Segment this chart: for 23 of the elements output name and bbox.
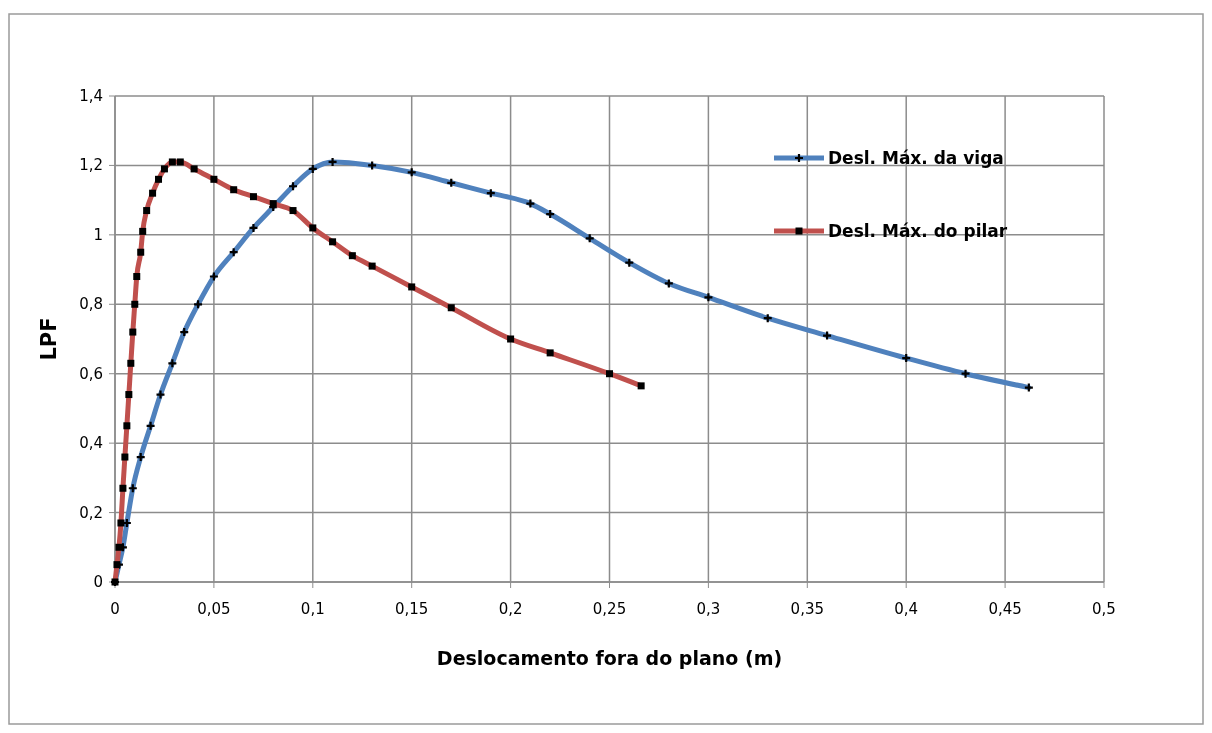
x-tick-label: 0,1 — [300, 600, 325, 618]
y-tick-label: 0 — [93, 573, 103, 591]
y-tick-label: 1,2 — [79, 156, 103, 175]
x-tick-label: 0,4 — [894, 600, 919, 618]
x-axis-title: Deslocamento fora do plano (m) — [436, 647, 783, 669]
x-tick-label: 0,45 — [988, 600, 1022, 618]
y-tick-label: 1 — [93, 225, 103, 244]
legend-label: Desl. Máx. da viga — [828, 148, 1004, 168]
y-tick-label: 0,4 — [79, 434, 103, 453]
x-tick-label: 0,25 — [592, 600, 627, 618]
x-tick-label: 0,3 — [696, 600, 721, 618]
x-tick-label: 0,5 — [1092, 600, 1116, 618]
y-tick-label: 0,6 — [79, 364, 103, 383]
y-tick-label: 1,4 — [79, 87, 103, 105]
x-tick-label: 0,15 — [395, 600, 429, 618]
y-axis-title: LPF — [37, 317, 61, 361]
legend-label: Desl. Máx. do pilar — [828, 221, 1008, 241]
y-tick-label: 0,2 — [79, 503, 103, 522]
x-tick-label: 0,05 — [197, 600, 231, 618]
x-tick-label: 0,35 — [790, 600, 824, 618]
x-tick-label: 0,2 — [498, 600, 523, 618]
y-tick-label: 0,8 — [79, 295, 103, 314]
x-tick-label: 0 — [110, 600, 120, 618]
